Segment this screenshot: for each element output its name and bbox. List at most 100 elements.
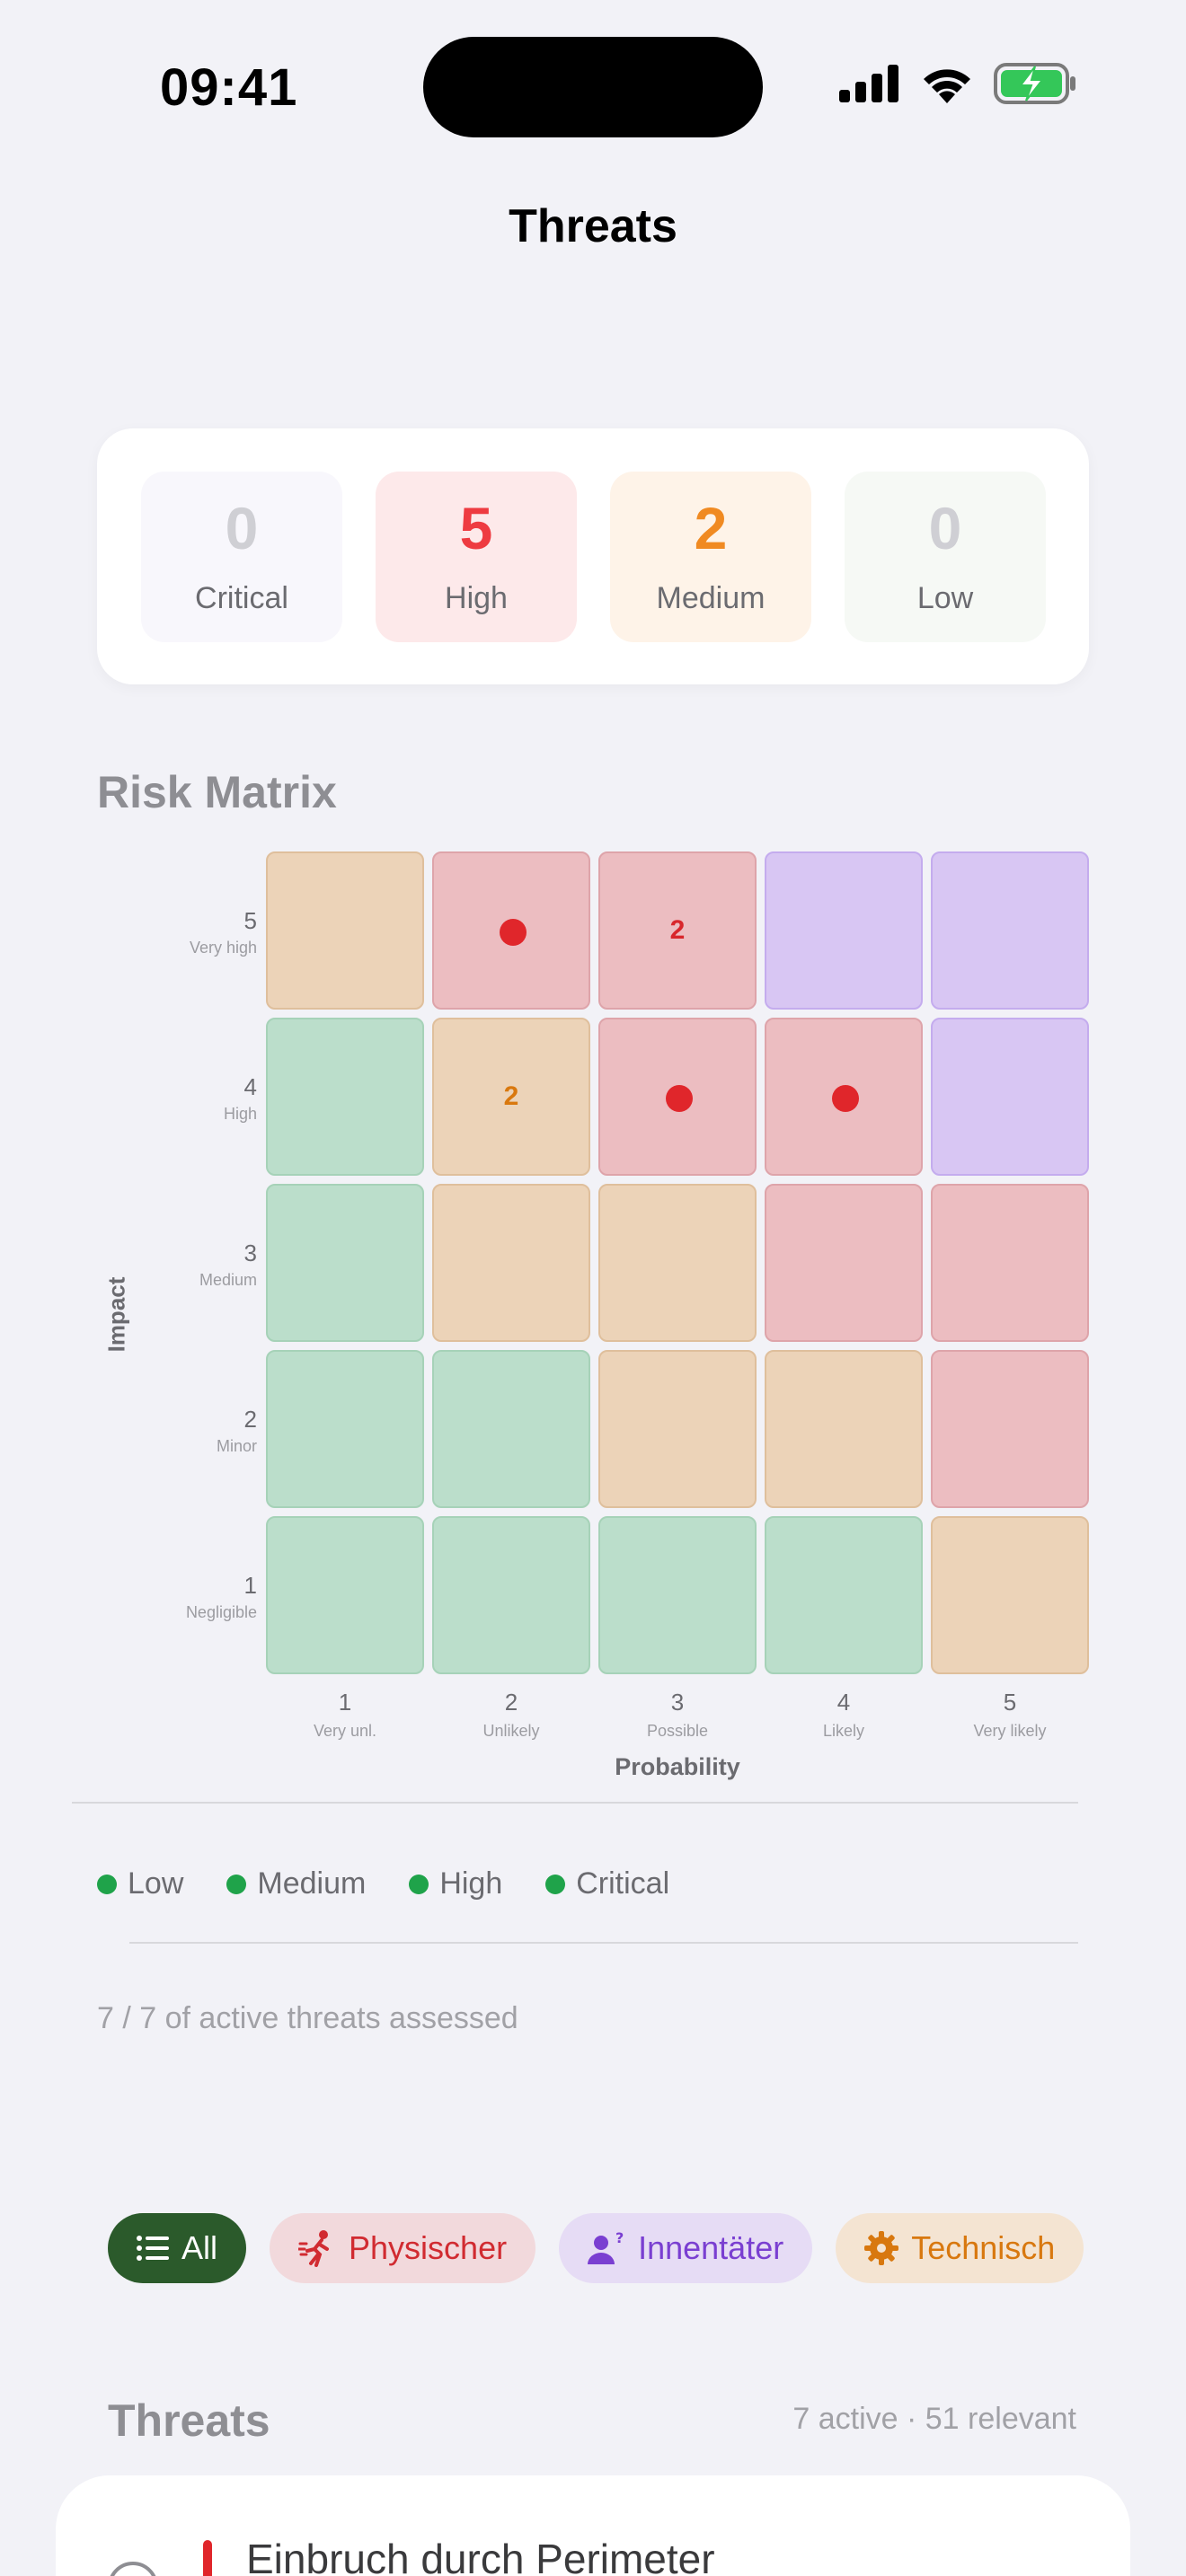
filter-chip-all[interactable]: All bbox=[108, 2213, 247, 2283]
matrix-cell-high-i4-p4[interactable] bbox=[765, 1018, 923, 1176]
matrix-cell-high-i5-p2[interactable] bbox=[432, 851, 590, 1010]
matrix-cell-low-i2-p2[interactable] bbox=[432, 1350, 590, 1508]
impact-row-label: 4 High bbox=[224, 1073, 257, 1124]
matrix-cell-high-i2-p5[interactable] bbox=[931, 1350, 1089, 1508]
threat-list-item[interactable]: Einbruch durch Perimeter bbox=[56, 2475, 1130, 2576]
dynamic-island bbox=[423, 37, 763, 137]
legend-label: High bbox=[439, 1866, 503, 1901]
impact-value: 2 bbox=[243, 1406, 257, 1433]
summary-tile-high[interactable]: 5 High bbox=[376, 472, 577, 642]
gear-icon bbox=[864, 2231, 899, 2265]
matrix-cell-high-i3-p4[interactable] bbox=[765, 1184, 923, 1342]
probability-value: 1 bbox=[338, 1689, 352, 1716]
summary-count: 2 bbox=[694, 495, 728, 561]
probability-col-label: 2 Unlikely bbox=[432, 1689, 590, 1741]
matrix-cell-medium-i2-p4[interactable] bbox=[765, 1350, 923, 1508]
impact-description: Medium bbox=[199, 1271, 257, 1289]
summary-count: 0 bbox=[928, 495, 962, 561]
assessment-status-text: 7 / 7 of active threats assessed bbox=[97, 2001, 518, 2035]
threat-marker-dot bbox=[832, 1085, 859, 1112]
summary-tile-medium[interactable]: 2 Medium bbox=[610, 472, 811, 642]
page-title: Threats bbox=[509, 200, 677, 252]
summary-label: High bbox=[445, 581, 508, 615]
legend-dot bbox=[97, 1874, 117, 1894]
matrix-cell-low-i1-p4[interactable] bbox=[765, 1516, 923, 1674]
threat-select-circle[interactable] bbox=[108, 2562, 158, 2576]
cellular-signal-icon bbox=[839, 65, 898, 102]
summary-count: 5 bbox=[459, 495, 493, 561]
impact-description: Very high bbox=[189, 939, 257, 957]
legend-label: Critical bbox=[576, 1866, 670, 1901]
summary-count: 0 bbox=[225, 495, 259, 561]
threat-count-label: 2 bbox=[503, 1081, 519, 1111]
legend-item-critical: Critical bbox=[545, 1866, 669, 1901]
summary-label: Medium bbox=[656, 581, 766, 615]
probability-description: Unlikely bbox=[482, 1722, 540, 1740]
threats-list-heading: Threats bbox=[108, 2395, 270, 2446]
summary-tile-low[interactable]: 0 Low bbox=[845, 472, 1046, 642]
matrix-cell-high-i4-p3[interactable] bbox=[598, 1018, 757, 1176]
matrix-cell-medium-i1-p5[interactable] bbox=[931, 1516, 1089, 1674]
impact-row-label: 2 Minor bbox=[217, 1406, 257, 1456]
probability-col-label: 3 Possible bbox=[598, 1689, 757, 1741]
impact-row-label: 3 Medium bbox=[199, 1239, 257, 1290]
threat-marker-dot bbox=[666, 1085, 693, 1112]
impact-value: 3 bbox=[243, 1239, 257, 1266]
impact-description: Minor bbox=[216, 1437, 257, 1455]
matrix-cell-low-i2-p1[interactable] bbox=[266, 1350, 424, 1508]
wifi-icon bbox=[924, 69, 970, 103]
threat-count-label: 2 bbox=[669, 915, 686, 945]
legend-label: Medium bbox=[257, 1866, 367, 1901]
legend-label: Low bbox=[128, 1866, 184, 1901]
matrix-cell-low-i1-p1[interactable] bbox=[266, 1516, 424, 1674]
matrix-cell-critical-i5-p4[interactable] bbox=[765, 851, 923, 1010]
person-question-icon: ? bbox=[588, 2230, 624, 2264]
impact-axis-label: Impact bbox=[102, 1276, 130, 1353]
matrix-cell-medium-i3-p2[interactable] bbox=[432, 1184, 590, 1342]
list-icon bbox=[137, 2236, 169, 2261]
matrix-cell-medium-i5-p1[interactable] bbox=[266, 851, 424, 1010]
impact-description: Negligible bbox=[185, 1603, 257, 1621]
probability-value: 3 bbox=[670, 1689, 685, 1716]
matrix-cell-low-i1-p2[interactable] bbox=[432, 1516, 590, 1674]
svg-text:?: ? bbox=[615, 2230, 624, 2246]
matrix-cell-medium-i4-p2[interactable]: 2 bbox=[432, 1018, 590, 1176]
filter-chip-technical[interactable]: Technisch bbox=[836, 2213, 1084, 2283]
legend-dot bbox=[545, 1874, 566, 1894]
matrix-cell-medium-i3-p3[interactable] bbox=[598, 1184, 757, 1342]
probability-value: 5 bbox=[1003, 1689, 1017, 1716]
threat-category-filter[interactable]: All Physischer ? Innentäter bbox=[108, 2213, 1089, 2285]
matrix-cell-low-i3-p1[interactable] bbox=[266, 1184, 424, 1342]
impact-row-label: 5 Very high bbox=[190, 907, 257, 957]
matrix-cell-low-i1-p3[interactable] bbox=[598, 1516, 757, 1674]
filter-chip-label: Technisch bbox=[911, 2229, 1056, 2266]
threats-count-meta: 7 active · 51 relevant bbox=[792, 2402, 1076, 2436]
divider bbox=[72, 1802, 1078, 1804]
matrix-cell-medium-i2-p3[interactable] bbox=[598, 1350, 757, 1508]
matrix-cell-critical-i5-p5[interactable] bbox=[931, 851, 1089, 1010]
probability-description: Possible bbox=[646, 1722, 709, 1740]
status-bar: 09:41 bbox=[0, 0, 1186, 162]
matrix-cell-high-i5-p3[interactable]: 2 bbox=[598, 851, 757, 1010]
probability-description: Very unl. bbox=[313, 1722, 377, 1740]
legend-dot bbox=[226, 1874, 247, 1894]
filter-chip-label: Physischer bbox=[349, 2229, 508, 2266]
matrix-cell-critical-i4-p5[interactable] bbox=[931, 1018, 1089, 1176]
status-icons bbox=[839, 63, 1076, 104]
filter-chip-insider[interactable]: ? Innentäter bbox=[559, 2213, 813, 2283]
threat-marker-dot bbox=[500, 919, 527, 946]
summary-tile-critical[interactable]: 0 Critical bbox=[141, 472, 342, 642]
severity-indicator bbox=[203, 2540, 212, 2576]
matrix-cell-high-i3-p5[interactable] bbox=[931, 1184, 1089, 1342]
running-person-icon bbox=[298, 2230, 330, 2267]
impact-description: High bbox=[223, 1105, 257, 1123]
battery-charging-icon bbox=[994, 63, 1075, 104]
filter-chip-physical[interactable]: Physischer bbox=[270, 2213, 536, 2283]
status-time: 09:41 bbox=[160, 58, 298, 117]
probability-value: 2 bbox=[504, 1689, 518, 1716]
matrix-cell-low-i4-p1[interactable] bbox=[266, 1018, 424, 1176]
probability-value: 4 bbox=[836, 1689, 851, 1716]
legend-item-medium: Medium bbox=[226, 1866, 366, 1901]
impact-row-label: 1 Negligible bbox=[186, 1572, 257, 1622]
